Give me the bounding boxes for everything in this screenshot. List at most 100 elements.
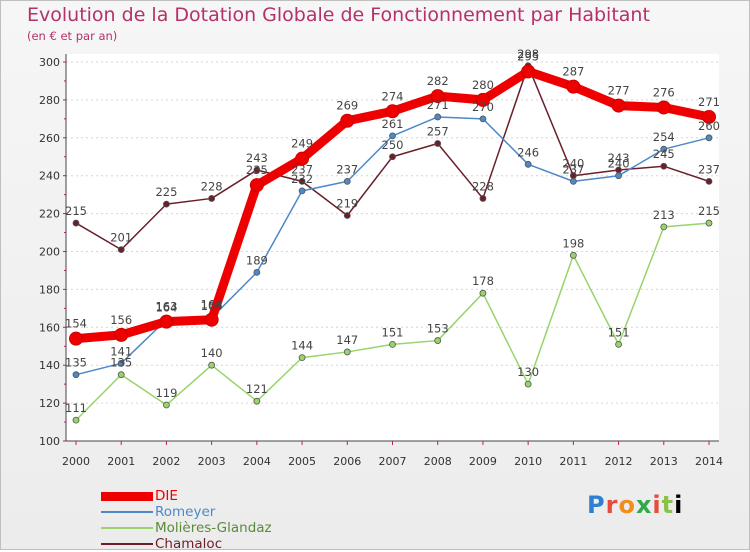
y-tick-label: 160 (39, 321, 60, 334)
data-point (660, 145, 668, 153)
x-tick-label: 2010 (514, 455, 542, 468)
x-tick-label: 2000 (62, 455, 90, 468)
data-label: 257 (427, 124, 449, 138)
data-label: 198 (562, 236, 584, 250)
logo-letter: i (674, 491, 684, 519)
data-label: 271 (698, 95, 720, 109)
chart-title: Evolution de la Dotation Globale de Fonc… (27, 4, 650, 26)
data-point (249, 178, 264, 193)
data-point (615, 172, 622, 180)
y-tick-label: 220 (39, 208, 60, 221)
data-point (298, 187, 306, 195)
data-point (117, 371, 125, 379)
data-point (705, 219, 713, 227)
data-label: 147 (336, 333, 358, 347)
data-label: 111 (65, 401, 87, 415)
data-label: 135 (110, 356, 132, 370)
data-point (117, 359, 125, 367)
data-point (72, 416, 80, 424)
data-label: 135 (65, 356, 87, 370)
data-label: 163 (155, 300, 177, 314)
data-point (434, 140, 442, 147)
x-tick-label: 2014 (695, 455, 723, 468)
data-point (159, 314, 174, 329)
data-label: 178 (472, 274, 494, 288)
data-point (656, 100, 671, 115)
data-point (253, 166, 261, 174)
x-tick-label: 2007 (379, 455, 407, 468)
legend-label: Chamaloc (155, 536, 223, 552)
data-label: 119 (155, 386, 177, 400)
x-tick-label: 2011 (559, 455, 587, 468)
data-label: 140 (201, 346, 223, 360)
data-label: 276 (653, 85, 675, 99)
data-point (434, 113, 442, 121)
data-label: 295 (517, 49, 539, 63)
data-label: 164 (155, 301, 177, 315)
logo-letter: t (661, 491, 675, 519)
data-point (479, 115, 487, 123)
data-point (204, 312, 219, 327)
y-tick-label: 120 (39, 397, 60, 410)
data-point (611, 98, 626, 113)
data-point (389, 340, 396, 348)
x-tick-label: 2013 (650, 455, 678, 468)
logo-letter: r (605, 491, 619, 519)
data-point (343, 348, 351, 356)
data-label: 261 (382, 117, 404, 131)
data-label: 270 (472, 100, 494, 114)
data-label: 121 (246, 382, 268, 396)
data-point (340, 113, 355, 128)
data-point (208, 361, 216, 369)
x-tick-label: 2004 (243, 455, 271, 468)
data-label: 215 (698, 204, 720, 218)
data-label: 130 (517, 365, 539, 379)
y-tick-label: 140 (39, 359, 60, 372)
data-label: 151 (382, 325, 404, 339)
data-point (479, 195, 487, 202)
data-label: 232 (291, 172, 313, 186)
data-label: 240 (562, 157, 584, 171)
data-point (615, 340, 622, 348)
data-point (660, 223, 668, 231)
x-tick-label: 2012 (605, 455, 633, 468)
legend-label: Molières-Glandaz (155, 520, 272, 536)
data-label: 228 (201, 179, 223, 193)
data-point (208, 195, 216, 202)
data-point (253, 268, 261, 276)
logo-letter: x (635, 491, 653, 519)
x-tick-label: 2003 (198, 455, 226, 468)
data-point (389, 132, 396, 140)
x-tick-label: 2006 (333, 455, 361, 468)
data-label: 237 (562, 162, 584, 176)
data-label: 215 (65, 204, 87, 218)
data-label: 240 (608, 157, 630, 171)
data-label: 213 (653, 208, 675, 222)
data-point (298, 177, 306, 185)
data-point (702, 109, 716, 124)
data-label: 144 (291, 339, 313, 353)
data-point (569, 251, 577, 259)
data-point (298, 354, 306, 362)
y-tick-label: 240 (39, 170, 60, 183)
y-tick-label: 300 (39, 56, 60, 69)
data-label: 164 (201, 298, 223, 312)
data-point (524, 380, 532, 388)
x-tick-label: 2001 (107, 455, 135, 468)
data-point (72, 371, 80, 379)
data-point (660, 162, 668, 170)
data-label: 254 (653, 130, 675, 144)
data-point (705, 134, 713, 142)
data-label: 156 (110, 313, 132, 327)
data-label: 298 (517, 47, 539, 61)
data-point (524, 160, 532, 168)
plot-area (66, 54, 719, 441)
data-label: 243 (246, 151, 268, 165)
data-point (521, 64, 536, 79)
data-label: 243 (608, 151, 630, 165)
legend-swatch (101, 491, 153, 501)
x-tick-label: 2009 (469, 455, 497, 468)
y-tick-label: 180 (39, 283, 60, 296)
